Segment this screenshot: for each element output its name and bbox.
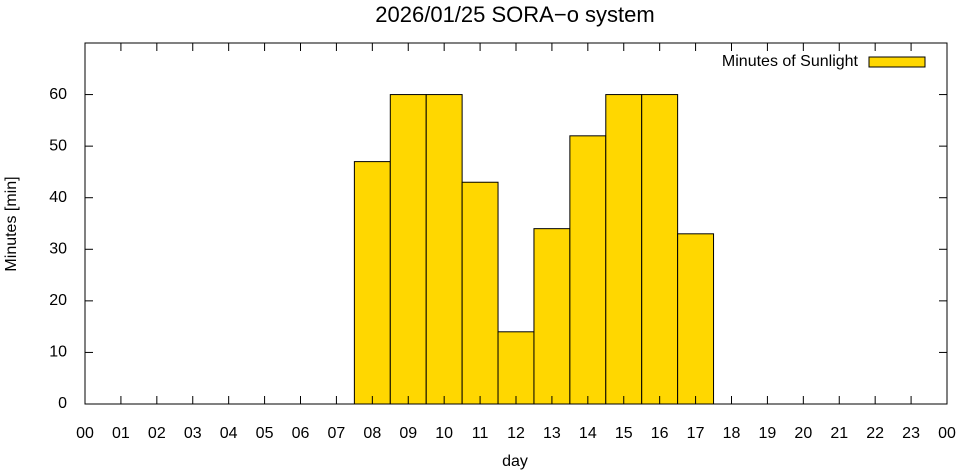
x-tick-label: 08 (363, 425, 381, 442)
x-tick-label: 17 (687, 425, 705, 442)
x-tick-label: 10 (435, 425, 453, 442)
x-tick-label: 23 (902, 425, 920, 442)
x-tick-label: 07 (328, 425, 346, 442)
bar (677, 233, 715, 405)
x-tick-label: 16 (651, 425, 669, 442)
bar (353, 161, 391, 405)
x-axis-label: day (502, 453, 528, 470)
bar (389, 94, 427, 405)
x-tick-label: 20 (794, 425, 812, 442)
x-tick-label: 11 (472, 425, 489, 442)
bar (605, 94, 643, 405)
y-tick-label: 50 (49, 137, 67, 154)
x-tick-label: 03 (184, 425, 202, 442)
x-tick-label: 05 (256, 425, 274, 442)
bar (497, 331, 535, 405)
x-tick-label: 01 (112, 425, 130, 442)
x-tick-label: 19 (759, 425, 777, 442)
x-tick-label: 09 (399, 425, 417, 442)
bar (641, 94, 679, 405)
bar (461, 181, 499, 405)
bar (569, 135, 607, 405)
x-tick-label: 14 (579, 425, 597, 442)
x-tick-label: 13 (543, 425, 561, 442)
x-tick-label: 06 (292, 425, 310, 442)
bar (533, 228, 571, 405)
y-tick-label: 60 (49, 86, 67, 103)
x-tick-label: 22 (866, 425, 884, 442)
y-tick-label: 20 (49, 292, 67, 309)
x-tick-label: 02 (148, 425, 166, 442)
y-tick-label: 0 (58, 395, 67, 412)
bar (425, 94, 463, 405)
legend-swatch (868, 56, 926, 68)
x-tick-label: 12 (507, 425, 525, 442)
chart-title: 2026/01/25 SORA−o system (375, 2, 654, 27)
x-tick-label: 21 (830, 425, 848, 442)
y-axis-label: Minutes [min] (3, 176, 20, 271)
x-tick-label: 04 (220, 425, 238, 442)
x-tick-label: 00 (76, 425, 94, 442)
y-tick-label: 40 (49, 189, 67, 206)
x-tick-label: 00 (938, 425, 956, 442)
y-tick-label: 30 (49, 241, 67, 258)
x-tick-label: 18 (723, 425, 741, 442)
x-tick-label: 15 (615, 425, 633, 442)
legend-label: Minutes of Sunlight (722, 53, 859, 70)
y-tick-label: 10 (49, 344, 67, 361)
